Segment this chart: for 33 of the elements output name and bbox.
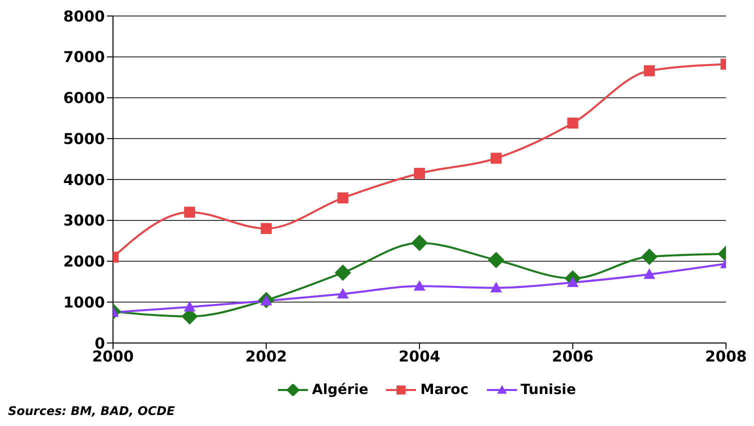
- point: [490, 152, 502, 164]
- y-tick-label: 8000: [63, 7, 105, 26]
- legend-label: Algérie: [312, 382, 368, 398]
- point: [644, 268, 655, 279]
- y-tick-label: 6000: [63, 89, 105, 108]
- point: [490, 282, 502, 292]
- point: [567, 118, 578, 129]
- x-tick-label: 2000: [92, 348, 134, 366]
- y-tick-label: 7000: [63, 48, 105, 66]
- y-tick-label: 5000: [63, 130, 105, 148]
- y-tick-label: 3000: [63, 212, 105, 230]
- point: [641, 248, 658, 265]
- point: [337, 288, 348, 298]
- point: [412, 234, 428, 251]
- point: [334, 264, 351, 281]
- x-tick-label: 2004: [398, 348, 440, 366]
- point: [260, 223, 272, 234]
- x-tick-label: 2006: [552, 348, 594, 366]
- point: [488, 252, 504, 268]
- legend-label: Tunisie: [520, 382, 576, 398]
- point: [184, 302, 196, 312]
- y-tick-label: 1000: [63, 293, 105, 312]
- source-note: Sources: BM, BAD, OCDE: [8, 404, 176, 418]
- y-tick-label: 4000: [63, 170, 105, 189]
- legend-label: Maroc: [420, 382, 469, 398]
- point: [337, 192, 348, 204]
- y-tick-label: 2000: [63, 252, 105, 271]
- x-tick-label: 2002: [245, 348, 288, 366]
- point: [644, 65, 655, 76]
- point: [414, 168, 425, 179]
- x-tick-label: 2008: [705, 348, 747, 366]
- point: [184, 206, 196, 218]
- point: [414, 280, 425, 291]
